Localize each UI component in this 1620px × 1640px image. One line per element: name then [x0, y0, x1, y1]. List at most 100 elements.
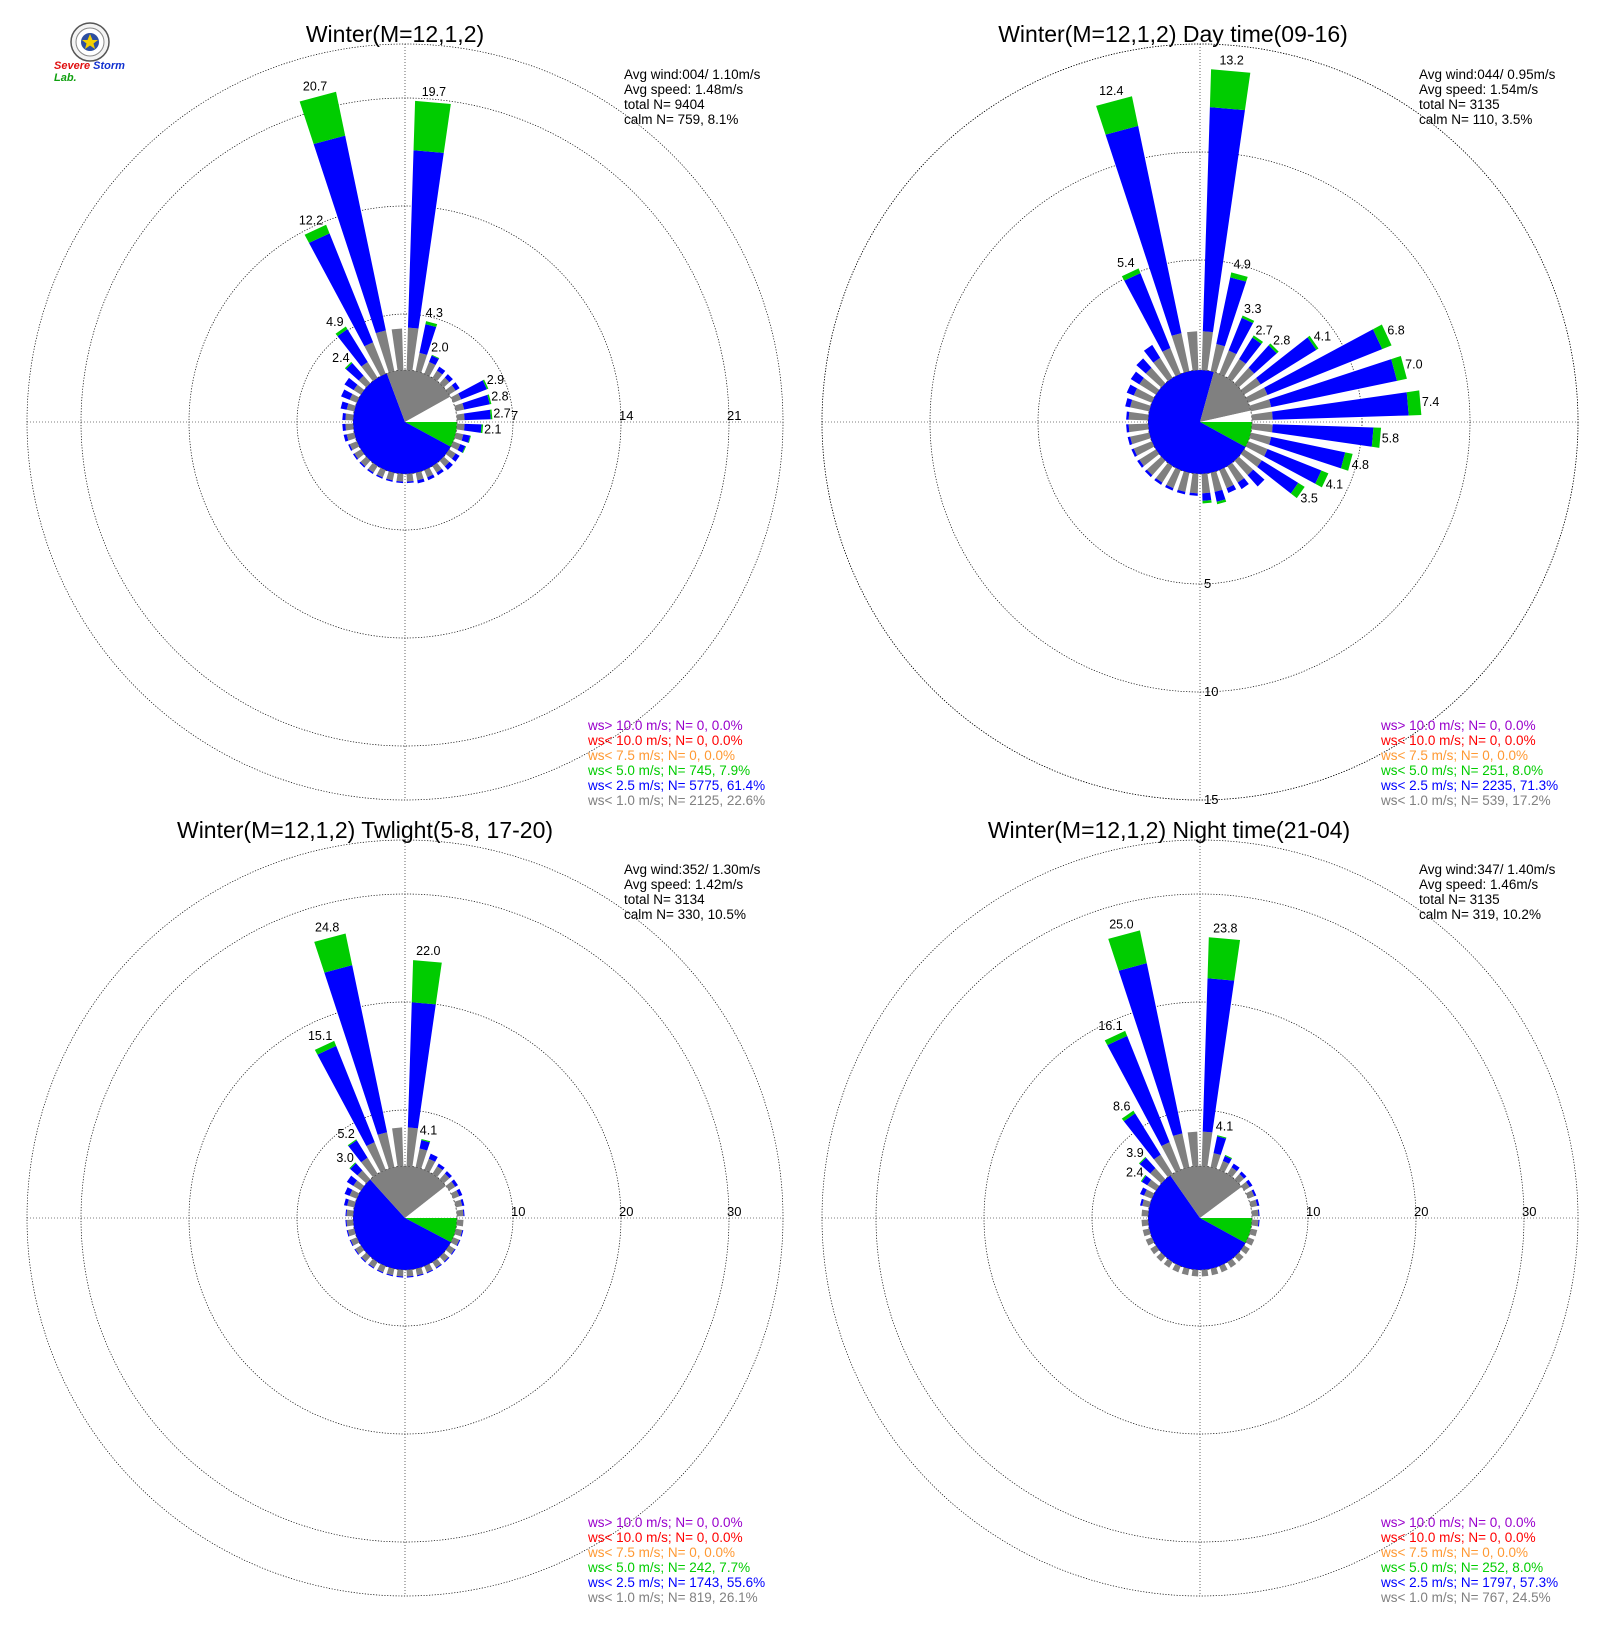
bar-seg-lt1	[415, 352, 428, 373]
bar-seg-lt1	[1240, 377, 1261, 395]
bar-seg-lt25	[1136, 358, 1152, 374]
bar-seg-lt5	[314, 933, 353, 973]
legend-ws_lt75: ws< 7.5 m/s; N= 0, 0.0%	[1380, 748, 1528, 763]
pie-ws-lt5	[405, 422, 457, 447]
bar-seg-lt1	[432, 462, 442, 473]
legend-ws_lt10: ws< 10.0 m/s; N= 0, 0.0%	[587, 733, 743, 748]
bar-seg-lt1	[454, 403, 465, 412]
bar-seg-lt1	[345, 413, 354, 421]
bar-seg-lt5	[1230, 272, 1248, 282]
bar-seg-lt5	[1121, 268, 1141, 281]
bar-value-label: 24.8	[315, 921, 339, 935]
bar-seg-lt25	[340, 401, 349, 410]
bar-seg-lt5	[1216, 499, 1227, 505]
bar-seg-lt25	[1251, 1189, 1257, 1197]
bar-seg-lt5	[299, 91, 346, 145]
bar-seg-lt1	[1139, 377, 1160, 395]
bar-seg-lt25	[1131, 448, 1138, 457]
bar-seg-lt1	[1141, 1219, 1149, 1227]
bar-seg-lt25	[407, 150, 444, 329]
bar-seg-lt1	[454, 432, 464, 441]
bar-seg-lt25	[456, 1188, 463, 1197]
bar-seg-lt25	[1264, 449, 1322, 484]
bar-seg-lt1	[1201, 331, 1213, 371]
bar-seg-lt1	[347, 1199, 356, 1208]
legend-ws_lt5: ws< 5.0 m/s; N= 252, 8.0%	[1380, 1560, 1543, 1575]
bar-seg-lt25	[464, 423, 482, 433]
bar-seg-lt25	[1257, 1209, 1260, 1217]
stats-line: total N= 3135	[1419, 97, 1500, 112]
bar-seg-lt1	[1145, 367, 1166, 388]
legend-ws_lt75: ws< 7.5 m/s; N= 0, 0.0%	[587, 1545, 735, 1560]
bar-value-label: 5.2	[337, 1127, 354, 1141]
bar-seg-lt25	[376, 1269, 384, 1274]
bar-seg-lt1	[349, 441, 360, 451]
bar-value-label: 4.9	[326, 315, 343, 329]
pie-ws-lt5	[1200, 1218, 1252, 1244]
bar-seg-lt1	[1201, 1131, 1213, 1167]
pie-ws-lt1	[1170, 1166, 1242, 1218]
legend-ws_gt10: ws> 10.0 m/s; N= 0, 0.0%	[587, 718, 743, 733]
bar-seg-lt1	[1139, 449, 1160, 467]
legend-ws_lt25: ws< 2.5 m/s; N= 1743, 55.6%	[587, 1575, 765, 1590]
bar-seg-lt25	[337, 329, 368, 367]
bar-value-label: 7.4	[1422, 395, 1439, 409]
legend-ws_lt1: ws< 1.0 m/s; N= 539, 17.2%	[1380, 793, 1551, 808]
bar-seg-lt1	[1181, 1267, 1190, 1276]
bar-seg-lt5	[1391, 355, 1407, 381]
bar-seg-lt1	[1155, 462, 1173, 483]
pie-calm	[405, 1185, 457, 1218]
bar-seg-lt25	[1239, 1171, 1247, 1179]
bar-seg-lt25	[1124, 273, 1171, 352]
bar-seg-lt25	[342, 413, 346, 421]
bar-seg-lt1	[1219, 1160, 1230, 1173]
bar-seg-lt25	[346, 1229, 350, 1237]
bar-seg-lt25	[1165, 484, 1174, 491]
stats-line: Avg wind:347/ 1.40m/s	[1419, 862, 1556, 877]
bar-value-label: 3.0	[336, 1151, 353, 1165]
legend-ws_lt10: ws< 10.0 m/s; N= 0, 0.0%	[1380, 733, 1536, 748]
bar-seg-lt1	[386, 1267, 395, 1276]
bar-seg-lt25	[359, 461, 366, 468]
bar-value-label: 4.1	[1314, 329, 1331, 343]
pie-outline	[352, 1165, 458, 1271]
legend-ws_lt25: ws< 2.5 m/s; N= 5775, 61.4%	[587, 778, 765, 793]
bar-seg-lt5	[431, 354, 440, 359]
bar-seg-lt25	[386, 1273, 394, 1277]
bar-seg-lt1	[432, 1166, 443, 1178]
bar-value-label: 2.7	[493, 407, 510, 421]
bar-seg-lt25	[1130, 371, 1144, 385]
pie-ws-lt25	[353, 373, 451, 475]
windrose-panel-2: 5 10 15 13.2 4.9 3.3 2.72.8 4.1 6.8 7.0 7.4 5.8 4.8 4…	[821, 21, 1579, 808]
bar-seg-lt1	[456, 413, 465, 421]
bar-seg-lt25	[1189, 492, 1198, 496]
bar-seg-lt25	[444, 1171, 452, 1179]
bar-seg-lt1	[1130, 432, 1151, 445]
bar-seg-lt1	[445, 449, 456, 459]
bar-seg-lt5	[347, 1139, 357, 1147]
bar-seg-lt25	[451, 453, 460, 462]
bar-value-label: 4.8	[1352, 458, 1369, 472]
bar-seg-lt25	[426, 1269, 434, 1274]
bar-seg-lt25	[437, 1163, 445, 1171]
bar-seg-lt5	[1121, 1110, 1136, 1122]
bar-seg-lt25	[341, 389, 353, 400]
legend-ws_lt75: ws< 7.5 m/s; N= 0, 0.0%	[1380, 1545, 1528, 1560]
bar-seg-lt25	[1202, 107, 1245, 333]
bar-seg-lt25	[360, 1257, 366, 1263]
bar-seg-lt1	[1133, 441, 1155, 456]
bar-value-label: 13.2	[1219, 53, 1243, 67]
stats-line: calm N= 110, 3.5%	[1419, 112, 1532, 127]
bar-seg-lt25	[458, 380, 487, 400]
bar-seg-lt25	[1213, 1136, 1227, 1156]
bar-seg-lt1	[1245, 1190, 1255, 1199]
bar-seg-lt5	[1241, 315, 1255, 324]
bar-seg-lt1	[439, 1173, 450, 1184]
bar-seg-lt25	[344, 1187, 353, 1196]
bar-seg-lt25	[317, 1045, 375, 1146]
bar-seg-lt25	[343, 1198, 349, 1206]
bar-seg-lt25	[406, 481, 414, 484]
bar-seg-lt1	[406, 327, 419, 371]
bar-seg-lt1	[347, 1228, 356, 1237]
bar-seg-lt1	[1227, 1258, 1237, 1268]
